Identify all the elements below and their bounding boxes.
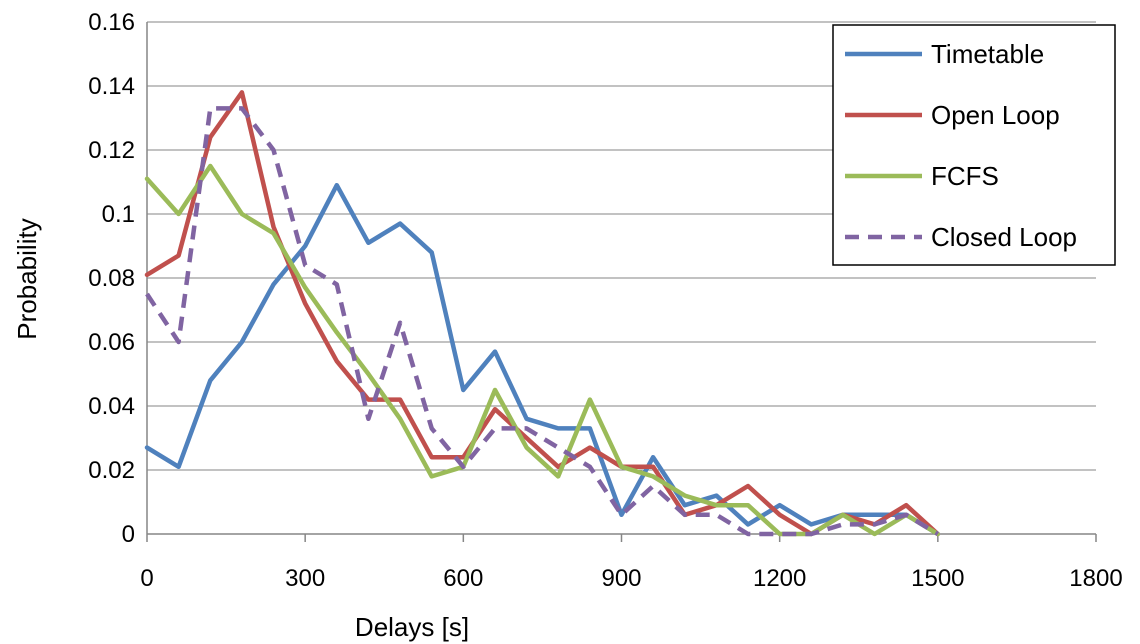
y-tick-label: 0.12 [88, 137, 135, 164]
x-tick-label: 900 [601, 565, 641, 592]
y-tick-label: 0 [122, 521, 135, 548]
y-tick-label: 0.14 [88, 73, 135, 100]
x-tick-label: 1500 [911, 565, 964, 592]
y-tick-label: 0.04 [88, 393, 135, 420]
y-tick-label: 0.06 [88, 329, 135, 356]
legend-label-fcfs: FCFS [931, 161, 999, 191]
x-tick-label: 1200 [753, 565, 806, 592]
legend-label-closed-loop: Closed Loop [931, 222, 1077, 252]
y-tick-label: 0.1 [102, 201, 135, 228]
x-tick-label: 0 [140, 565, 153, 592]
legend-label-open-loop: Open Loop [931, 100, 1060, 130]
legend-label-timetable: Timetable [931, 39, 1044, 69]
legend: Timetable Open Loop FCFS Closed Loop [833, 25, 1115, 265]
y-axis-title: Probability [12, 218, 42, 339]
y-tick-label: 0.02 [88, 457, 135, 484]
y-tick-labels: 0 0.02 0.04 0.06 0.08 0.1 0.12 0.14 0.16 [88, 9, 135, 548]
x-tick-label: 1800 [1069, 565, 1122, 592]
x-tick-label: 600 [443, 565, 483, 592]
x-tick-label: 300 [285, 565, 325, 592]
y-tick-label: 0.08 [88, 265, 135, 292]
x-axis-title: Delays [s] [355, 612, 469, 642]
y-tick-label: 0.16 [88, 9, 135, 36]
